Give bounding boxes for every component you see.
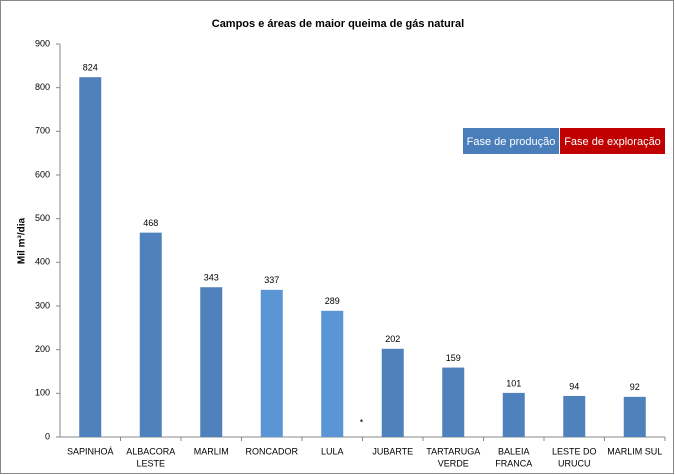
legend-label: Fase de produção xyxy=(467,136,556,148)
y-tick-label: 100 xyxy=(35,388,50,398)
value-label: 92 xyxy=(630,382,640,392)
x-tick-label: VERDE xyxy=(438,458,469,468)
x-tick-label: ALBACORA xyxy=(126,446,175,456)
annotation: * xyxy=(360,417,364,427)
x-tick-label: FRANCA xyxy=(495,458,532,468)
bar xyxy=(502,392,525,437)
value-label: 202 xyxy=(385,334,400,344)
x-tick-label: RONCADOR xyxy=(245,446,298,456)
bar xyxy=(381,348,404,437)
x-tick-label: BALEIA xyxy=(498,446,530,456)
bar xyxy=(623,396,646,437)
bar xyxy=(200,287,223,437)
value-label: 337 xyxy=(264,275,279,285)
legend-label: Fase de exploração xyxy=(564,136,661,148)
y-tick-label: 400 xyxy=(35,257,50,267)
y-tick-label: 800 xyxy=(35,82,50,92)
value-label: 101 xyxy=(506,378,521,388)
x-tick-label: MARLIM SUL xyxy=(607,446,662,456)
y-axis-label: Mil m³/dia xyxy=(17,218,28,265)
x-tick-label: SAPINHOÁ xyxy=(67,446,114,456)
bar xyxy=(260,289,283,437)
y-tick-label: 900 xyxy=(35,38,50,48)
x-tick-label: MARLIM xyxy=(194,446,229,456)
y-tick-label: 200 xyxy=(35,344,50,354)
value-label: 468 xyxy=(143,218,158,228)
legend-box xyxy=(463,128,559,154)
x-tick-label: TARTARUGA xyxy=(426,446,480,456)
chart-title: Campos e áreas de maior queima de gás na… xyxy=(212,18,464,30)
value-label: 824 xyxy=(83,63,98,73)
x-tick-label: JUBARTE xyxy=(372,446,413,456)
bar xyxy=(563,395,586,437)
bar xyxy=(79,77,102,437)
y-tick-label: 300 xyxy=(35,300,50,310)
y-tick-label: 700 xyxy=(35,126,50,136)
legend-box xyxy=(560,128,665,154)
x-tick-label: LESTE xyxy=(136,458,165,468)
value-label: 94 xyxy=(569,381,579,391)
x-tick-label: LULA xyxy=(321,446,344,456)
y-tick-label: 600 xyxy=(35,169,50,179)
x-tick-label: URUCU xyxy=(558,458,591,468)
y-tick-label: 500 xyxy=(35,213,50,223)
value-label: 289 xyxy=(325,296,340,306)
value-label: 159 xyxy=(446,353,461,363)
y-tick-label: 0 xyxy=(45,431,50,441)
x-tick-label: LESTE DO xyxy=(552,446,597,456)
bar xyxy=(139,232,162,437)
value-label: 343 xyxy=(204,273,219,283)
bar xyxy=(442,367,465,437)
bar xyxy=(321,310,344,437)
